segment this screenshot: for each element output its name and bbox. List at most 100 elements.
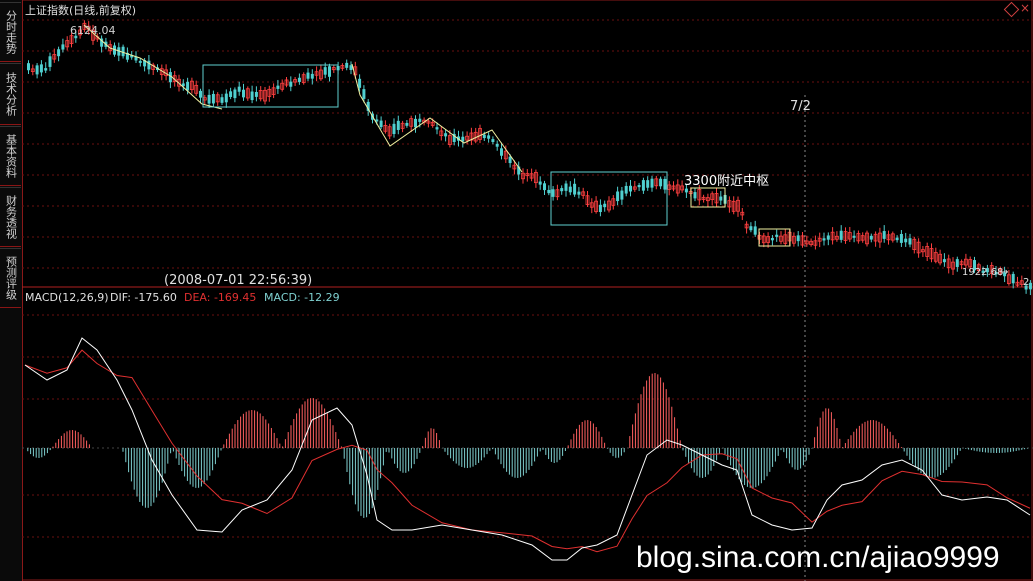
candle-body <box>813 240 818 246</box>
kline-chart[interactable]: 上证指数(日线,前复权) 6124.04 1922.68 → 2 7/2 (20… <box>22 0 1033 581</box>
candle-body <box>134 56 138 61</box>
candle-body <box>263 89 267 102</box>
candle-body <box>869 235 873 240</box>
date-marker-label: 7/2 <box>790 99 811 114</box>
candle-body <box>340 65 345 69</box>
chart-title: 上证指数(日线,前复权) <box>25 3 136 17</box>
candle-body <box>143 60 147 67</box>
candle-body <box>306 72 310 79</box>
candle-body <box>439 130 444 137</box>
candle-body <box>822 238 826 241</box>
candle-body <box>860 235 865 241</box>
pivot-box-1 <box>690 187 726 208</box>
candle-body <box>293 79 298 83</box>
candle-body <box>693 192 697 199</box>
candle-body <box>646 180 650 188</box>
candle-body <box>318 69 323 80</box>
candle-body <box>573 183 577 195</box>
candle-body <box>512 164 517 170</box>
candle-body <box>181 83 185 87</box>
candle-body <box>663 178 667 190</box>
candle-body <box>379 120 383 128</box>
candle-body <box>465 135 470 141</box>
candle-body <box>839 230 843 240</box>
candle-body <box>740 211 745 216</box>
candle-body <box>276 85 280 89</box>
chart-border <box>22 0 1033 581</box>
candle-body <box>447 135 452 145</box>
sidebar-tab-fundamentals[interactable]: 基本资料 <box>0 126 21 186</box>
candle-body <box>44 68 48 71</box>
candle-body <box>280 82 285 90</box>
candle-body <box>323 67 327 75</box>
candle-body <box>211 93 215 104</box>
candle-body <box>258 90 263 100</box>
candle-body <box>362 89 366 99</box>
candle-body <box>946 258 951 269</box>
macd-dea-label: DEA: -169.45 <box>184 291 256 304</box>
candle-body <box>215 94 220 103</box>
candle-body <box>671 185 676 190</box>
sidebar-tab-forecast[interactable]: 预测评级 <box>0 248 21 308</box>
macd-value-label: MACD: -12.29 <box>264 291 340 304</box>
candle-body <box>396 120 400 130</box>
candle-body <box>271 87 276 95</box>
consolidation-box-2 <box>550 171 668 226</box>
candle-body <box>547 189 551 194</box>
sidebar-tab-technical[interactable]: 技术分析 <box>0 63 21 125</box>
candle-body <box>632 186 637 190</box>
candle-body <box>435 127 439 130</box>
candle-body <box>345 62 349 68</box>
candle-body <box>405 122 409 126</box>
candle-body <box>130 54 134 58</box>
candle-body <box>100 38 104 47</box>
consolidation-box-1 <box>202 64 339 108</box>
candle-body <box>284 79 289 86</box>
candle-body <box>809 240 813 246</box>
candle-body <box>856 233 861 242</box>
candle-body <box>585 195 590 206</box>
candle-body <box>796 235 800 242</box>
candle-body <box>560 188 564 192</box>
sidebar-tab-financials[interactable]: 财务透视 <box>0 187 21 247</box>
candle-body <box>770 238 774 241</box>
sidebar-tab-intraday[interactable]: 分时走势 <box>0 2 21 62</box>
macd-label: MACD(12,26,9) <box>25 291 109 304</box>
close-icon[interactable]: × <box>1020 1 1031 15</box>
candle-body <box>929 248 934 260</box>
candle-body <box>882 231 886 239</box>
candle-body <box>684 188 688 193</box>
candle-body <box>500 148 503 156</box>
candle-body <box>65 40 70 48</box>
candle-body <box>800 235 805 246</box>
candle-body <box>951 261 955 270</box>
candle-body <box>418 118 422 122</box>
candle-body <box>1015 281 1020 286</box>
candle-body <box>39 64 43 73</box>
candle-body <box>1003 272 1007 277</box>
candle-body <box>878 232 882 243</box>
candle-body <box>749 226 753 231</box>
candle-body <box>207 94 211 104</box>
candle-body <box>220 97 224 103</box>
candle-body <box>659 178 663 187</box>
high-price-label: 6124.04 <box>70 24 116 37</box>
candle-body <box>430 121 435 126</box>
candle-body <box>482 134 486 139</box>
candle-body <box>714 193 719 204</box>
candle-body <box>817 237 822 242</box>
candle-body <box>873 233 878 242</box>
candle-body <box>35 65 39 75</box>
candle-body <box>611 198 616 206</box>
candle-body <box>392 123 396 135</box>
candle-body <box>964 258 968 266</box>
candle-body <box>973 260 976 271</box>
candle-body <box>1011 273 1015 284</box>
candle-body <box>194 84 199 94</box>
candle-body <box>125 52 129 60</box>
candle-body <box>409 118 414 127</box>
candle-body <box>69 35 74 44</box>
candle-body <box>589 202 594 208</box>
candle-body <box>998 268 1003 274</box>
candle-body <box>250 91 254 101</box>
